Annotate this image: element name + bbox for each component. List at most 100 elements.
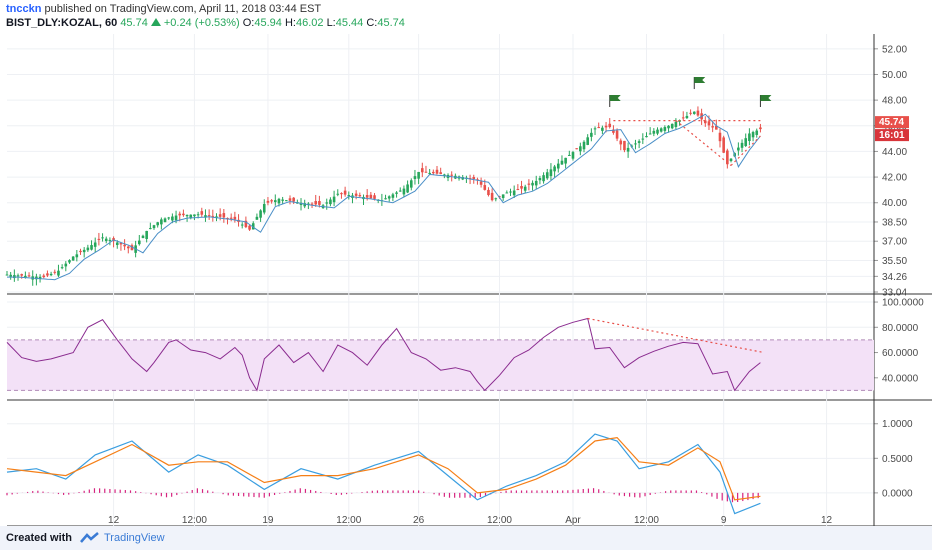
candle-body [663, 127, 667, 131]
candle-body [24, 275, 27, 278]
candle-body [200, 211, 204, 215]
y-tick-label: 0.0000 [882, 488, 913, 499]
candle-body [244, 220, 248, 228]
candle-body [553, 166, 556, 172]
y-tick-label: 38.50 [882, 217, 907, 228]
candle-body [174, 215, 178, 221]
candle-body [417, 171, 420, 179]
candle-body [266, 200, 270, 203]
candle-body [108, 239, 112, 241]
candle-body [391, 194, 395, 198]
candle-body [685, 115, 689, 119]
candle-body [365, 195, 369, 198]
candle-body [681, 117, 685, 119]
chart-canvas[interactable]: 52.0050.0048.0046.0044.0042.0040.0038.50… [0, 34, 932, 526]
candle-body [626, 147, 630, 152]
high-value: 46.02 [295, 17, 324, 29]
candle-body [27, 275, 31, 277]
candle-body [20, 274, 24, 276]
y-tick-label: 52.00 [882, 44, 907, 55]
candle-body [229, 217, 233, 219]
candle-body [101, 237, 104, 239]
candle-body [152, 225, 156, 229]
candle-body [483, 185, 487, 190]
low-value: 45.44 [335, 17, 364, 29]
candle-body [608, 123, 612, 128]
candle-body [439, 172, 442, 175]
publish-line: tncckn published on TradingView.com, Apr… [6, 3, 321, 15]
candle-body [527, 183, 531, 185]
y-tick-label: 40.00 [882, 198, 907, 209]
candle-body [520, 186, 523, 189]
candle-body [49, 273, 53, 276]
candle-body [652, 130, 656, 134]
candle-body [601, 127, 604, 131]
signal-line [6, 436, 761, 501]
candle-body [450, 174, 454, 176]
tradingview-logo-icon [80, 532, 99, 543]
candle-body [748, 133, 751, 141]
candle-body [303, 203, 306, 207]
candle-body [222, 213, 226, 218]
x-tick-label: 12 [821, 515, 833, 526]
candle-body [428, 172, 431, 175]
candle-body [46, 273, 49, 276]
candle-body [582, 141, 586, 150]
candle-body [718, 132, 722, 142]
candle-body [218, 214, 222, 217]
candle-body [420, 168, 424, 173]
candle-body [119, 242, 123, 245]
candle-body [409, 180, 413, 188]
moving-average-line [7, 113, 761, 281]
candle-body [196, 214, 200, 216]
candle-body [285, 200, 288, 202]
candle-body [674, 121, 678, 127]
candle-body [60, 267, 64, 269]
candle-body [281, 199, 284, 201]
candle-body [538, 178, 542, 181]
created-with-label: Created with [6, 532, 73, 544]
candle-body [751, 132, 755, 138]
candle-body [251, 223, 255, 230]
x-tick-label: 12:00 [182, 515, 207, 526]
candle-body [104, 238, 108, 242]
author-link[interactable]: tncckn [6, 3, 42, 15]
y-tick-label: 80.0000 [882, 323, 919, 334]
candle-body [115, 242, 119, 246]
ohlc-line: BIST_DLY:KOZAL, 60 45.74 +0.24 (+0.53%) O… [6, 17, 405, 29]
y-tick-label: 37.00 [882, 237, 907, 248]
candle-body [79, 250, 82, 253]
y-tick-label: 35.50 [882, 256, 907, 267]
candle-body [86, 247, 90, 251]
candle-body [395, 192, 398, 194]
candle-body [490, 192, 494, 201]
candle-body [9, 274, 12, 277]
tradingview-brand[interactable]: TradingView [104, 532, 165, 544]
candle-body [667, 125, 670, 129]
candle-body [369, 194, 373, 199]
candle-body [579, 146, 582, 152]
y-tick-label: 34.26 [882, 272, 907, 283]
candle-body [432, 171, 435, 174]
candle-body [71, 256, 75, 261]
candle-body [670, 123, 674, 129]
candle-body [501, 194, 505, 198]
candle-body [744, 138, 748, 146]
candle-body [358, 195, 362, 197]
candle-body [145, 230, 148, 239]
candle-body [590, 132, 593, 137]
y-tick-label: 42.00 [882, 173, 907, 184]
candle-body [373, 195, 376, 199]
candle-body [255, 216, 259, 220]
candle-body [637, 141, 641, 143]
candle-body [413, 176, 417, 179]
candle-body [479, 181, 483, 185]
candle-body [90, 245, 93, 250]
candle-body [182, 213, 185, 216]
candle-body [262, 204, 266, 213]
candle-body [604, 125, 608, 128]
candle-body [318, 201, 321, 205]
candle-body [343, 190, 347, 195]
candle-body [310, 203, 314, 205]
candle-body [332, 196, 336, 203]
